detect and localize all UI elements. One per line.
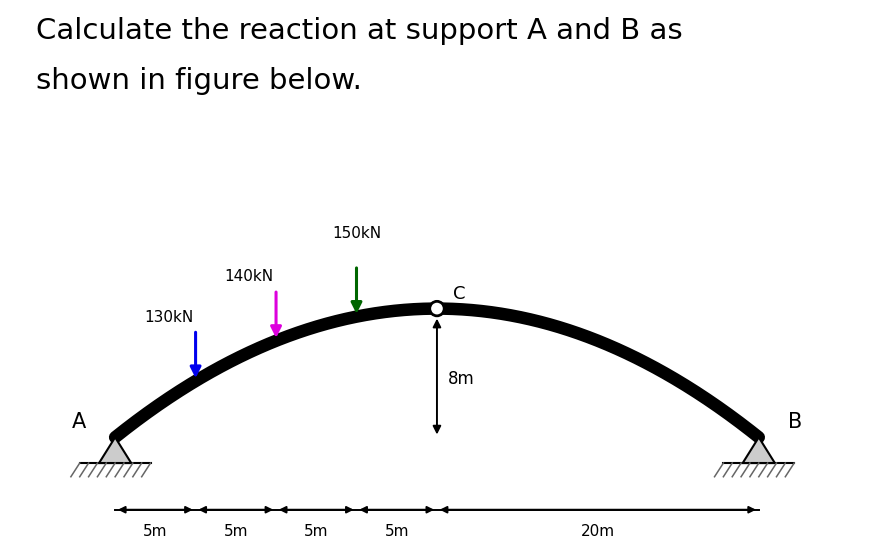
Polygon shape	[742, 437, 775, 463]
Text: 5m: 5m	[143, 524, 167, 539]
Text: 130kN: 130kN	[144, 310, 193, 325]
Text: A: A	[72, 412, 86, 432]
Text: 5m: 5m	[384, 524, 409, 539]
Text: 8m: 8m	[449, 371, 475, 388]
Text: 5m: 5m	[304, 524, 328, 539]
Polygon shape	[99, 437, 131, 463]
Text: B: B	[788, 412, 802, 432]
Text: 5m: 5m	[223, 524, 248, 539]
Text: 20m: 20m	[581, 524, 615, 539]
Text: C: C	[453, 285, 465, 303]
Text: shown in figure below.: shown in figure below.	[36, 67, 361, 95]
Text: 150kN: 150kN	[332, 226, 382, 241]
Circle shape	[430, 301, 444, 316]
Text: 140kN: 140kN	[224, 270, 274, 285]
Text: Calculate the reaction at support A and B as: Calculate the reaction at support A and …	[36, 17, 683, 45]
